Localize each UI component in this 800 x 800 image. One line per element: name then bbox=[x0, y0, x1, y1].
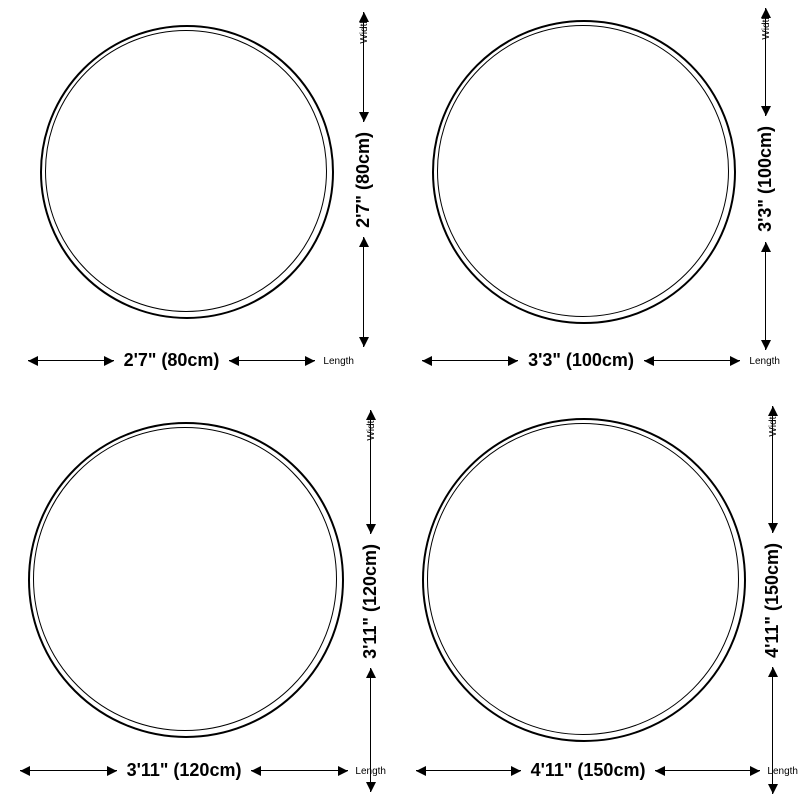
width-axis-label: Width bbox=[366, 415, 377, 441]
dimension-panel-size-120cm: 3'11" (120cm)Length3'11" (120cm)Width bbox=[0, 400, 400, 800]
ring-inner bbox=[437, 25, 729, 317]
length-axis-label: Length bbox=[749, 356, 780, 367]
width-axis-label: Width bbox=[359, 18, 370, 44]
length-value: 3'11" (120cm) bbox=[117, 760, 252, 781]
ring-inner bbox=[45, 30, 327, 312]
width-value: 3'3" (100cm) bbox=[755, 116, 776, 242]
ring-inner bbox=[427, 423, 739, 735]
dimension-panel-size-100cm: 3'3" (100cm) Length 3'3" (100cm) Width bbox=[400, 0, 800, 400]
width-dimension: 2'7" (80cm) bbox=[353, 12, 374, 347]
length-dimension: 2'7" (80cm) bbox=[28, 350, 315, 371]
width-dimension: 3'3" (100cm) bbox=[755, 8, 776, 350]
width-axis-label: Width bbox=[768, 411, 779, 437]
length-dimension: 4'11" (150cm) bbox=[416, 760, 760, 781]
width-dimension: 4'11" (150cm) bbox=[762, 406, 783, 794]
length-value: 2'7" (80cm) bbox=[114, 350, 230, 371]
width-value: 4'11" (150cm) bbox=[762, 533, 783, 668]
width-value: 3'11" (120cm) bbox=[360, 534, 381, 669]
length-value: 4'11" (150cm) bbox=[521, 760, 656, 781]
dimension-panel-size-80cm: 2'7" (80cm) Length 2'7" (80cm) Width bbox=[0, 0, 400, 400]
length-dimension: 3'3" (100cm) bbox=[422, 350, 740, 371]
width-dimension: 3'11" (120cm) bbox=[360, 410, 381, 792]
width-axis-label: Width bbox=[761, 14, 772, 40]
length-value: 3'3" (100cm) bbox=[518, 350, 644, 371]
ring-inner bbox=[33, 427, 337, 731]
length-axis-label: Length bbox=[323, 356, 354, 367]
length-dimension: 3'11" (120cm) bbox=[20, 760, 348, 781]
dimension-panel-size-150cm: 4'11" (150cm)Length4'11" (150cm)Width bbox=[400, 400, 800, 800]
width-value: 2'7" (80cm) bbox=[353, 122, 374, 238]
